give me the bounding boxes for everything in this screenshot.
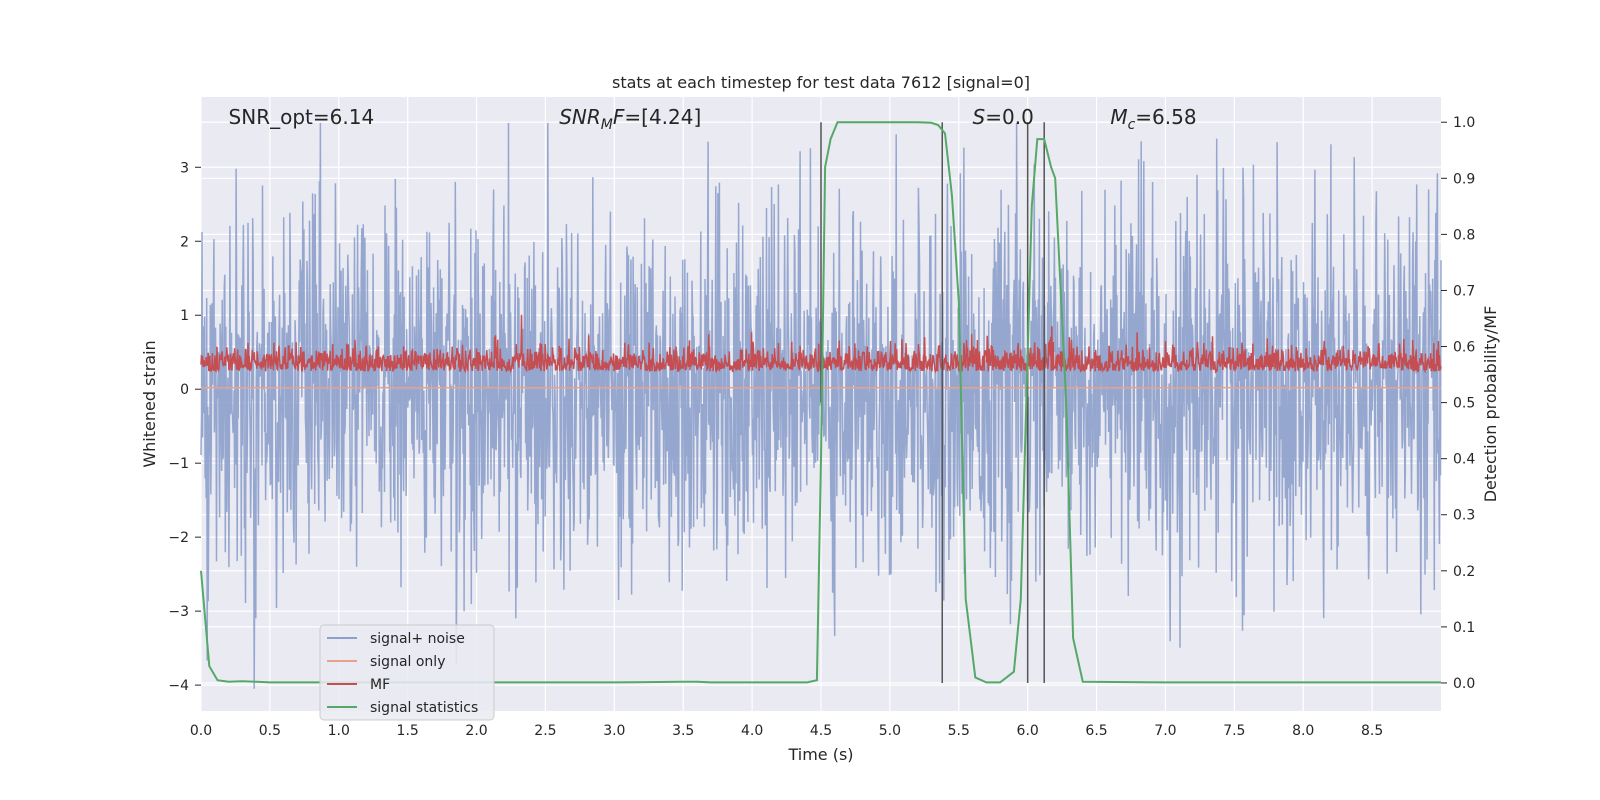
x-axis-label: Time (s) <box>787 745 853 764</box>
y2-tick-label: 0.0 <box>1453 676 1475 692</box>
y-axis-label: Whitened strain <box>140 340 159 467</box>
legend-label-mf: MF <box>370 677 390 693</box>
legend-label-signal-statistics: signal statistics <box>370 700 478 716</box>
x-tick-label: 8.0 <box>1292 723 1314 739</box>
x-tick-label: 3.5 <box>672 723 694 739</box>
y-tick-label: −1 <box>168 456 189 472</box>
x-tick-label: 6.0 <box>1017 723 1039 739</box>
y-tick-label: 3 <box>180 160 189 176</box>
chart-title: stats at each timestep for test data 761… <box>612 73 1030 92</box>
y-tick-label: 0 <box>180 382 189 398</box>
y-tick-label: −4 <box>168 678 189 694</box>
y2-tick-label: 0.7 <box>1453 283 1475 299</box>
y2-tick-label: 0.6 <box>1453 340 1475 356</box>
y2-tick-label: 0.5 <box>1453 396 1475 412</box>
y2-axis-ticks: 1.0 0.9 0.8 0.7 0.6 0.5 0.4 0.3 0.2 0.1 0.0 <box>1441 115 1475 692</box>
x-tick-label: 0.5 <box>259 723 281 739</box>
y2-tick-label: 0.3 <box>1453 508 1475 524</box>
x-tick-label: 3.0 <box>603 723 625 739</box>
x-tick-label: 4.0 <box>741 723 763 739</box>
y2-tick-label: 0.2 <box>1453 564 1475 580</box>
annotation-1: SNRMF=[4.24] <box>559 105 701 133</box>
x-tick-label: 6.5 <box>1085 723 1107 739</box>
y2-tick-label: 1.0 <box>1453 115 1475 131</box>
legend-box <box>319 624 495 721</box>
x-tick-label: 1.5 <box>397 723 419 739</box>
x-tick-label: 5.0 <box>879 723 901 739</box>
legend-label-signal-noise: signal+ noise <box>370 631 465 647</box>
y-tick-label: −3 <box>168 604 189 620</box>
x-tick-label: 8.5 <box>1361 723 1383 739</box>
x-tick-label: 0.0 <box>190 723 212 739</box>
y2-tick-label: 0.9 <box>1453 171 1475 187</box>
y-tick-label: 2 <box>180 234 189 250</box>
y2-axis-label: Detection probability/MF <box>1481 306 1500 503</box>
x-tick-label: 2.0 <box>465 723 487 739</box>
x-tick-label: 4.5 <box>810 723 832 739</box>
x-tick-label: 1.0 <box>328 723 350 739</box>
x-tick-label: 2.5 <box>534 723 556 739</box>
annotation-2: S=0.0 <box>973 105 1034 129</box>
annotation-0: SNR_opt=6.14 <box>229 105 375 129</box>
vertical-lines <box>820 122 1045 683</box>
y-axis-ticks: 3 2 1 0 −1 −2 −3 −4 <box>168 160 201 694</box>
y2-tick-label: 0.1 <box>1453 620 1475 636</box>
annotation-3: Mc=6.58 <box>1110 105 1196 133</box>
legend: signal+ noise signal only MF signal stat… <box>319 624 495 721</box>
y2-tick-label: 0.4 <box>1453 452 1475 468</box>
annotations: SNR_opt=6.14 SNRMF=[4.24] S=0.0 Mc=6.58 <box>229 105 1197 133</box>
x-tick-label: 5.5 <box>948 723 970 739</box>
x-tick-label: 7.0 <box>1154 723 1176 739</box>
y-tick-label: −2 <box>168 530 189 546</box>
legend-label-signal-only: signal only <box>370 654 445 670</box>
y2-tick-label: 0.8 <box>1453 227 1475 243</box>
x-tick-label: 7.5 <box>1223 723 1245 739</box>
y-tick-label: 1 <box>180 308 189 324</box>
x-axis-ticks: 0.0 0.5 1.0 1.5 2.0 2.5 3.0 3.5 4.0 4.5 5.0 5.5 6.0 6… <box>190 723 1383 739</box>
